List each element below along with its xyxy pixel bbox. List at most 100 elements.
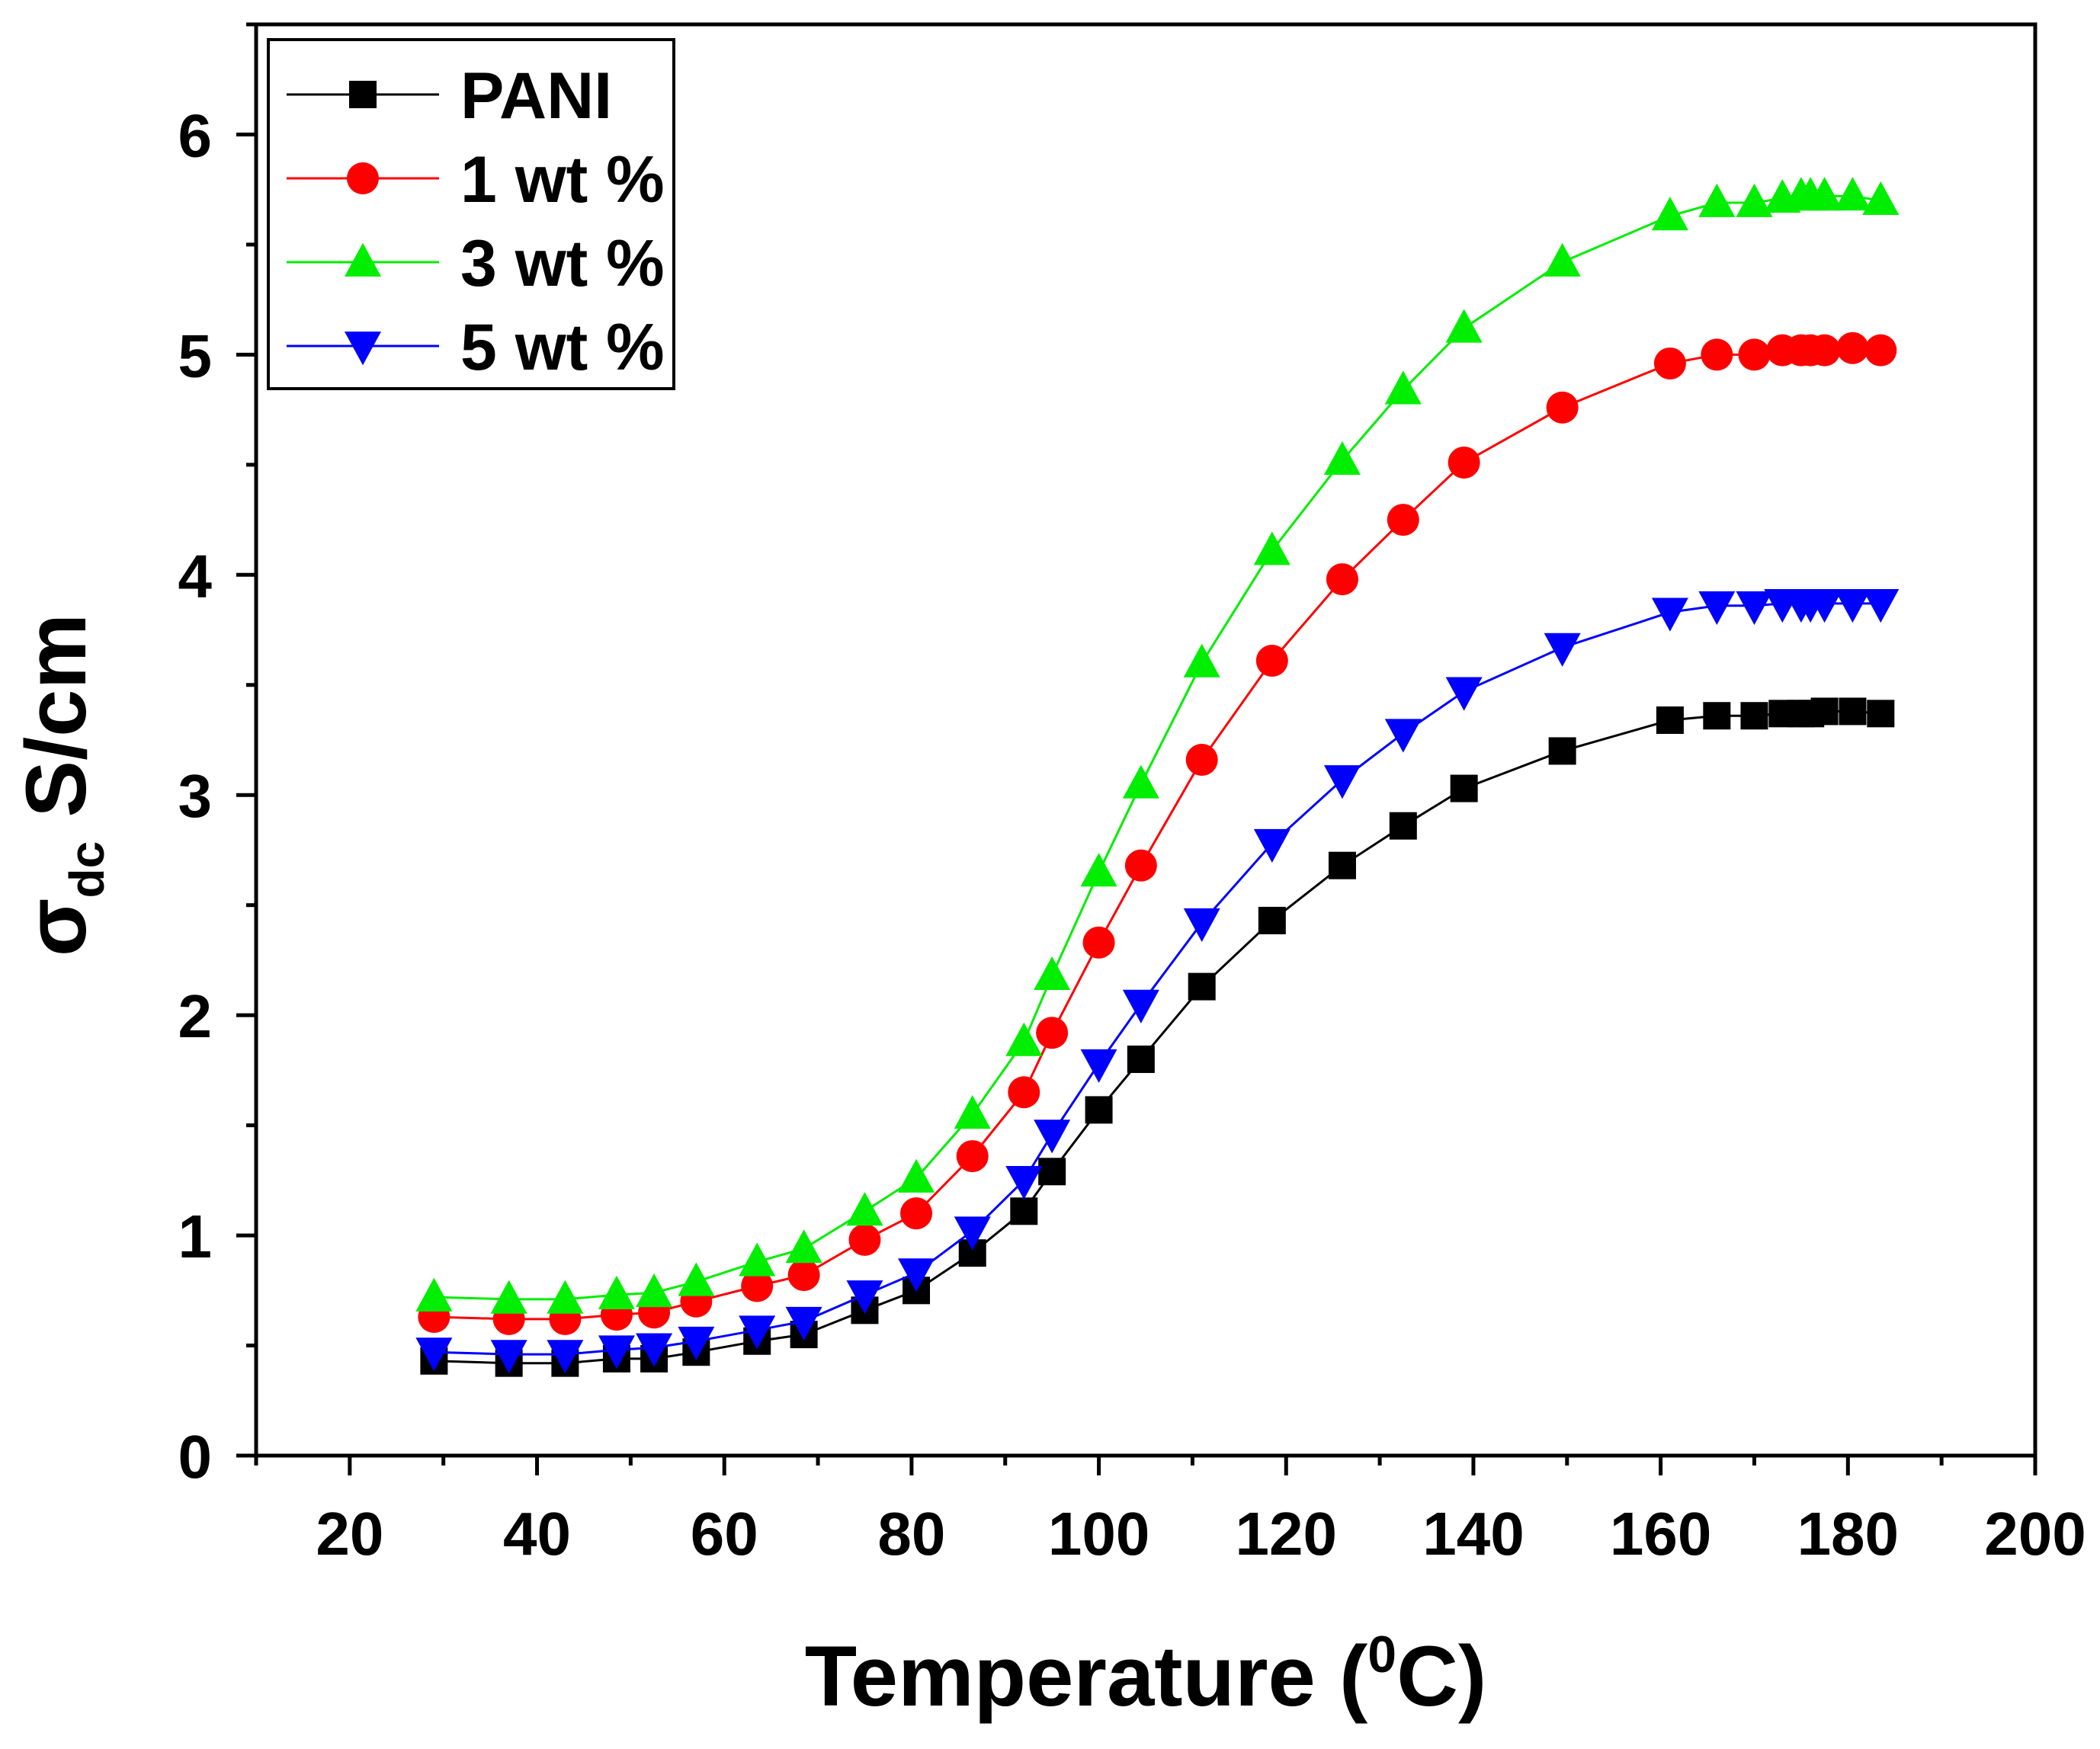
data-point xyxy=(1698,591,1736,625)
y-tick-label: 1 xyxy=(178,1203,213,1270)
x-axis-title: Temperature (0C) xyxy=(805,1626,1487,1724)
data-point xyxy=(898,1158,935,1193)
data-point xyxy=(900,1197,933,1230)
data-point xyxy=(787,1259,820,1292)
data-point xyxy=(1122,764,1159,799)
data-point xyxy=(1183,908,1220,943)
legend: PANI 1 wt % 3 wt % 5 wt % xyxy=(267,38,675,390)
data-point xyxy=(1188,972,1216,1001)
data-point xyxy=(1034,956,1071,991)
data-point xyxy=(1082,926,1115,959)
data-point xyxy=(1258,906,1286,934)
data-point xyxy=(1836,332,1869,364)
legend-marker xyxy=(345,332,381,366)
data-point xyxy=(1450,774,1478,802)
series-2 xyxy=(415,177,1900,1314)
data-point xyxy=(1701,338,1733,371)
data-point xyxy=(1034,1120,1071,1154)
y-tick-label: 2 xyxy=(178,982,213,1050)
data-point xyxy=(1651,597,1688,632)
data-point xyxy=(846,1280,883,1315)
data-point xyxy=(598,1275,635,1309)
data-point xyxy=(636,1273,673,1308)
x-axis-title-main: Temperature ( xyxy=(805,1629,1368,1724)
data-point xyxy=(1445,309,1483,343)
data-point xyxy=(1808,334,1841,367)
data-point xyxy=(1036,1017,1069,1049)
data-point xyxy=(1834,588,1871,623)
x-axis-title-superscript: 0 xyxy=(1367,1626,1396,1683)
data-point xyxy=(1862,588,1900,623)
data-point xyxy=(1010,1197,1038,1225)
series-0 xyxy=(420,697,1895,1377)
data-point xyxy=(1008,1076,1040,1109)
data-point xyxy=(1384,370,1422,405)
data-point xyxy=(1736,183,1773,217)
legend-label: 5 wt % xyxy=(460,311,665,384)
data-point xyxy=(490,1280,527,1314)
legend-label: PANI xyxy=(460,59,612,133)
data-point xyxy=(1323,765,1361,799)
legend-entry: 3 wt % xyxy=(287,227,665,300)
data-point xyxy=(1736,591,1773,625)
data-point xyxy=(490,1340,527,1374)
data-point xyxy=(1862,181,1900,216)
data-point xyxy=(1839,697,1867,726)
data-point xyxy=(1185,744,1218,777)
data-point xyxy=(1806,177,1843,211)
data-point xyxy=(1448,446,1480,479)
x-tick-label: 40 xyxy=(503,1500,571,1568)
data-point xyxy=(1253,828,1290,863)
legend-entry: PANI xyxy=(287,59,612,133)
data-point xyxy=(785,1306,822,1341)
data-point xyxy=(1328,851,1356,879)
data-point xyxy=(1867,700,1895,728)
data-point xyxy=(1080,1049,1117,1083)
data-point xyxy=(1445,677,1483,711)
data-point xyxy=(898,1258,935,1293)
data-point xyxy=(1253,531,1290,565)
data-point xyxy=(678,1326,715,1360)
y-tick-label: 5 xyxy=(178,322,213,389)
data-point xyxy=(1651,197,1688,231)
y-axis-title-subscript: dc xyxy=(59,841,114,899)
data-point xyxy=(1005,1165,1043,1200)
legend-label: 1 wt % xyxy=(460,143,665,216)
data-point xyxy=(1864,334,1897,367)
y-axis-title-symbol: σ xyxy=(8,898,104,956)
plot-series xyxy=(415,177,1900,1377)
legend-marker xyxy=(345,242,381,277)
legend-marker xyxy=(349,81,377,108)
data-point xyxy=(1124,849,1157,882)
legend-entry: 1 wt % xyxy=(287,143,665,216)
data-point xyxy=(1323,440,1361,475)
x-axis-title-tail: C) xyxy=(1396,1629,1486,1724)
x-tick-label: 60 xyxy=(691,1500,758,1568)
data-point xyxy=(1122,989,1159,1023)
data-point xyxy=(1806,588,1843,623)
data-point xyxy=(739,1242,776,1277)
data-point xyxy=(1738,338,1771,371)
data-point xyxy=(1384,719,1422,753)
data-point xyxy=(636,1333,673,1367)
data-point xyxy=(1255,644,1288,677)
y-tick-label: 3 xyxy=(178,762,213,830)
data-point xyxy=(598,1335,635,1369)
x-tick-label: 120 xyxy=(1236,1500,1337,1568)
data-point xyxy=(1703,702,1731,730)
x-tick-label: 180 xyxy=(1797,1500,1899,1568)
data-point xyxy=(1038,1158,1066,1186)
data-point xyxy=(956,1140,989,1173)
data-point xyxy=(415,1337,453,1372)
data-point xyxy=(1810,697,1839,726)
data-point xyxy=(1080,853,1117,887)
data-point xyxy=(741,1270,774,1302)
data-point xyxy=(846,1192,883,1226)
data-point xyxy=(1548,737,1576,765)
data-point xyxy=(1005,1022,1043,1056)
data-point xyxy=(1544,242,1581,277)
series-3 xyxy=(415,588,1900,1374)
data-point xyxy=(1183,643,1220,677)
data-point xyxy=(1834,177,1871,211)
